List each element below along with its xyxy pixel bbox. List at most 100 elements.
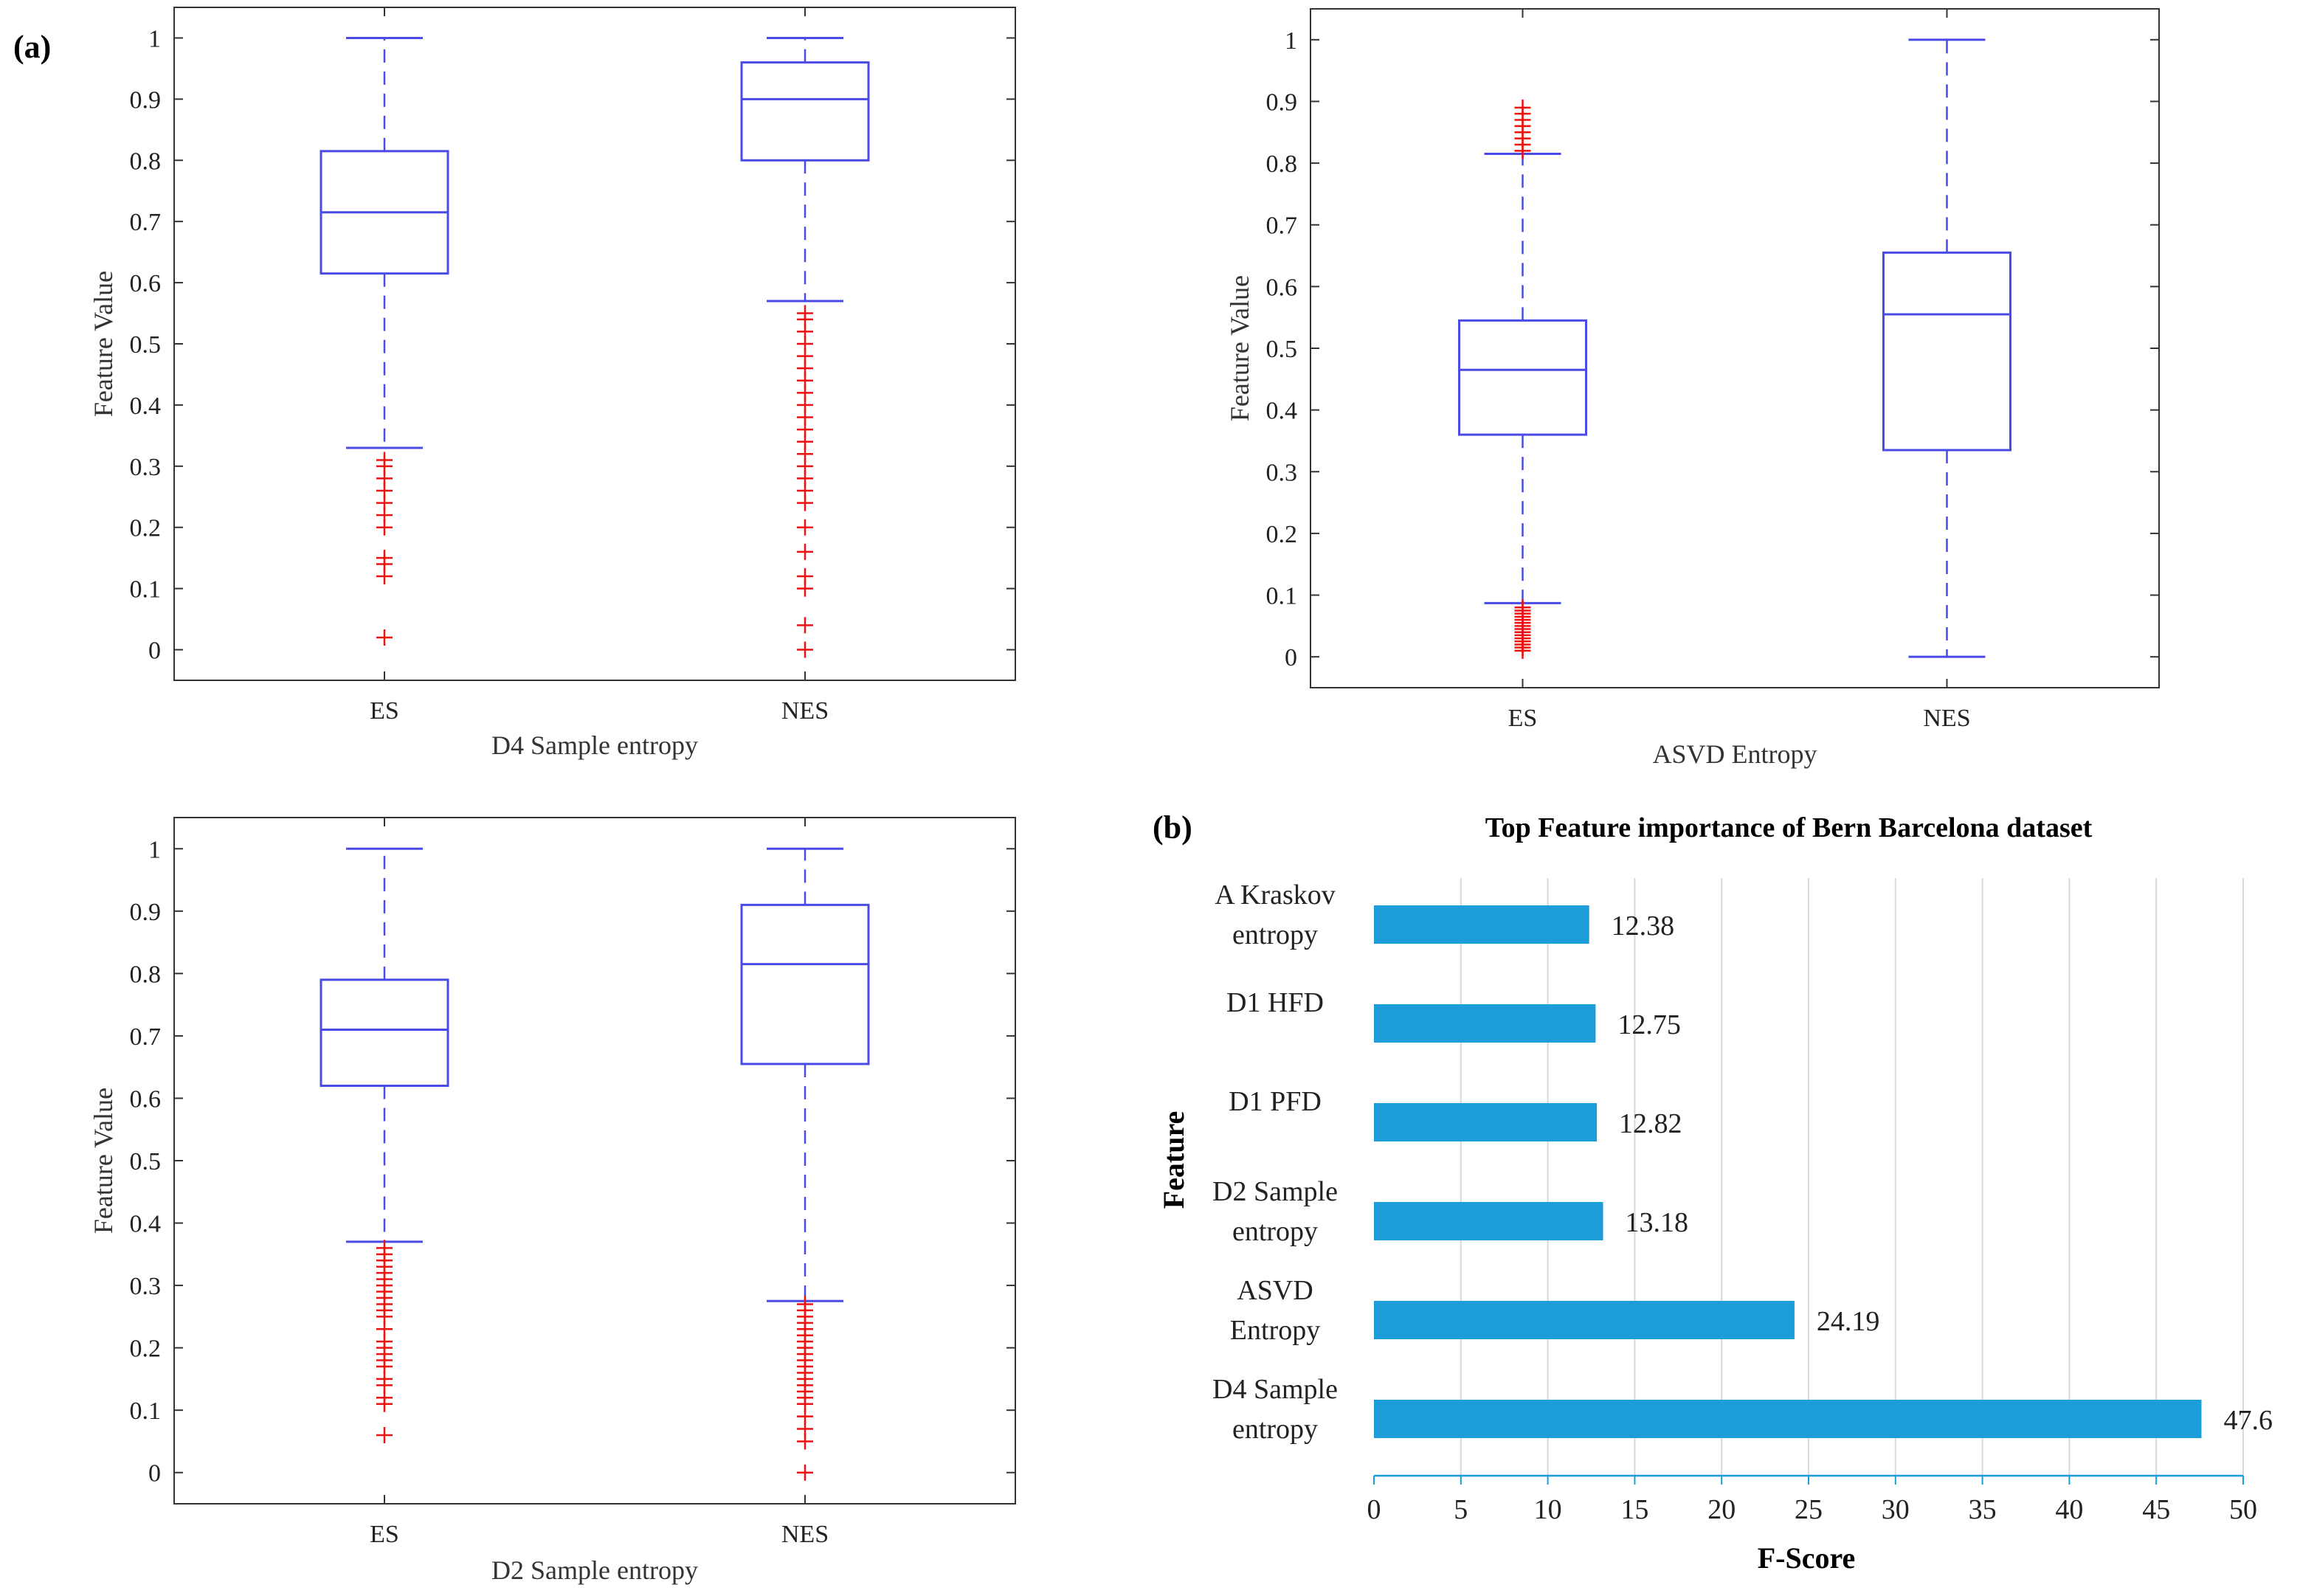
outlier-marker	[797, 1296, 813, 1313]
x-tick-label: 10	[1534, 1494, 1562, 1525]
data-label: 13.18	[1626, 1207, 1689, 1238]
y-tick-label: 0.6	[1266, 274, 1298, 301]
y-tick-label: 0.3	[130, 454, 162, 481]
outlier-marker	[376, 550, 393, 567]
y-tick-label: 0.5	[1266, 336, 1298, 363]
category-label: D2 Sample	[1212, 1176, 1338, 1207]
plot-frame	[1310, 8, 2160, 688]
y-tick-label: 0.4	[1266, 398, 1298, 425]
y-tick-label: 1	[148, 25, 161, 52]
box-iqr	[740, 61, 870, 162]
bar	[1374, 905, 1589, 944]
bar-chart-feature-importance: Top Feature importance of Bern Barcelona…	[1157, 812, 2273, 1575]
x-tick-label: 45	[2142, 1494, 2170, 1525]
outlier-marker	[797, 543, 813, 560]
box-iqr	[1882, 251, 2011, 452]
y-tick-label: 0.1	[130, 1398, 162, 1425]
y-tick-label: 0.4	[130, 393, 162, 420]
data-label: 47.6	[2223, 1405, 2273, 1436]
y-tick-label: 0.9	[1266, 89, 1298, 116]
y-tick-label: 0.5	[130, 331, 162, 359]
x-tick-label: 15	[1620, 1494, 1648, 1525]
x-tick-label: NES	[781, 697, 829, 725]
category-label: ASVD	[1237, 1275, 1313, 1306]
outlier-marker	[797, 617, 813, 634]
x-tick-label: ES	[370, 1521, 399, 1548]
y-tick-label: 0.6	[130, 270, 162, 297]
category-label: A Kraskov	[1215, 880, 1336, 911]
y-axis-label: Feature Value	[89, 271, 118, 417]
outlier-marker	[1514, 599, 1531, 616]
y-tick-label: 0.2	[130, 1336, 162, 1363]
y-tick-label: 0.4	[130, 1211, 162, 1238]
outlier-marker	[376, 1240, 393, 1257]
y-tick-label: 0.7	[130, 1023, 162, 1051]
y-axis-label: Feature Value	[1225, 275, 1254, 421]
y-axis-label: Feature	[1157, 1111, 1190, 1209]
y-tick-label: 1	[148, 836, 161, 863]
plot-frame	[173, 7, 1016, 681]
box-iqr	[740, 903, 870, 1065]
y-tick-label: 0.3	[1266, 459, 1298, 486]
x-tick-label: NES	[1923, 705, 1970, 732]
bar	[1374, 1103, 1598, 1141]
outlier-marker	[797, 568, 813, 585]
x-tick-label: 20	[1707, 1494, 1736, 1525]
x-tick-label: NES	[781, 1521, 829, 1548]
data-label: 24.19	[1817, 1306, 1880, 1337]
y-tick-label: 0.5	[130, 1148, 162, 1175]
x-tick-label: 50	[2229, 1494, 2257, 1525]
y-tick-label: 0.1	[130, 576, 162, 604]
y-tick-label: 0.8	[130, 148, 162, 175]
outlier-marker	[797, 305, 813, 322]
outlier-marker	[376, 629, 393, 646]
data-label: 12.75	[1617, 1009, 1681, 1040]
bar	[1374, 1004, 1596, 1043]
outlier-marker	[376, 1427, 393, 1443]
outlier-marker	[797, 519, 813, 536]
x-tick-label: 25	[1795, 1494, 1823, 1525]
outlier-marker	[1514, 99, 1531, 116]
category-label: entropy	[1232, 1414, 1318, 1445]
boxplot-asvd-entropy: 0 0.1 0.2 0.3 0.4 0.5 0.6 0.7 0.8 0.9 1 ES NES ASVD E…	[1225, 8, 2160, 769]
x-tick-label: 0	[1367, 1494, 1381, 1525]
data-label: 12.38	[1612, 911, 1675, 942]
x-tick-label: ES	[370, 697, 399, 725]
category-label: entropy	[1232, 1216, 1318, 1247]
box-iqr	[1458, 319, 1587, 436]
plot-frame	[173, 817, 1016, 1505]
x-tick-label: 30	[1882, 1494, 1910, 1525]
y-axis-label: Feature Value	[89, 1088, 118, 1234]
category-label: D1 PFD	[1229, 1086, 1322, 1117]
y-tick-label: 0.6	[130, 1085, 162, 1113]
x-axis-label: ASVD Entropy	[1653, 739, 1817, 769]
outlier-marker	[797, 641, 813, 658]
panel-label-b: (b)	[1153, 809, 1192, 846]
y-tick-label: 0.2	[130, 515, 162, 542]
box-iqr	[320, 978, 449, 1088]
y-tick-label: 0.2	[1266, 521, 1298, 548]
category-label: D4 Sample	[1212, 1374, 1338, 1405]
x-tick-label: 35	[1969, 1494, 1997, 1525]
y-tick-label: 0.9	[130, 86, 162, 114]
y-tick-label: 0.1	[1266, 583, 1298, 610]
y-tick-label: 0	[148, 1460, 161, 1488]
outlier-marker	[376, 452, 393, 469]
y-tick-label: 0.3	[130, 1273, 162, 1300]
x-axis-label: F-Score	[1758, 1541, 1856, 1575]
category-label: Entropy	[1230, 1315, 1320, 1346]
y-tick-label: 0.8	[130, 961, 162, 988]
data-label: 12.82	[1619, 1108, 1682, 1139]
y-tick-label: 0	[1285, 644, 1297, 671]
x-tick-label: 5	[1454, 1494, 1468, 1525]
y-tick-label: 0	[148, 638, 161, 665]
x-axis-label: D4 Sample entropy	[491, 730, 698, 760]
bar	[1374, 1202, 1603, 1240]
y-tick-label: 1	[1285, 27, 1297, 55]
category-label: D1 HFD	[1226, 987, 1324, 1018]
y-tick-label: 0.7	[1266, 213, 1298, 240]
x-tick-label: ES	[1508, 705, 1538, 732]
category-label: entropy	[1232, 919, 1318, 950]
y-tick-label: 0.9	[130, 899, 162, 926]
